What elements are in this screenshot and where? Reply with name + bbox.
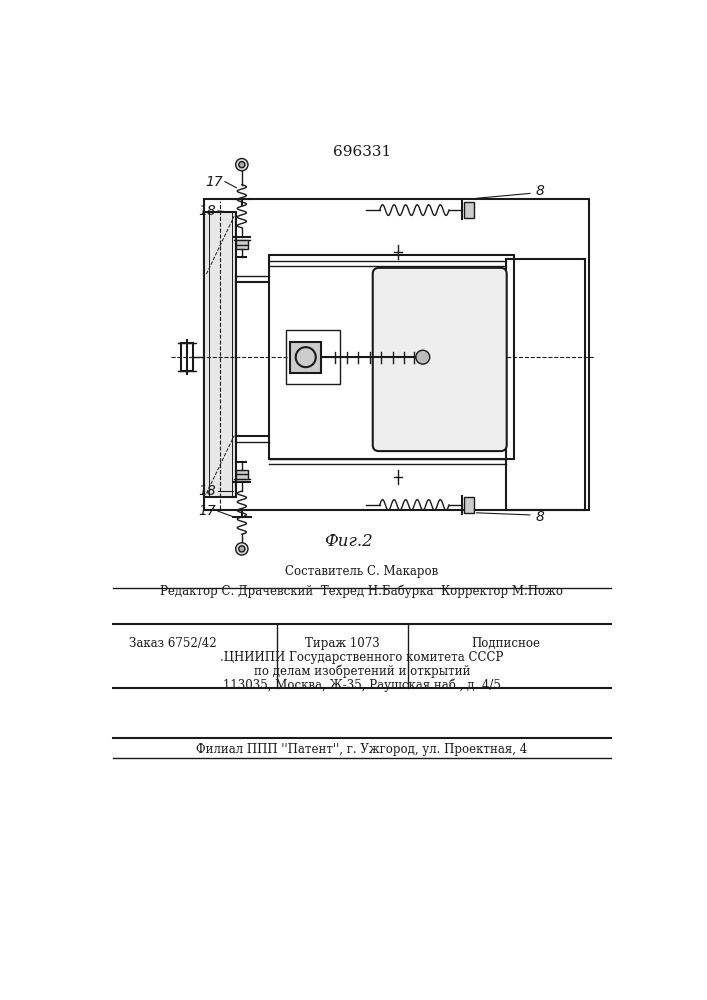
Circle shape [296, 347, 316, 367]
Text: 8: 8 [535, 510, 544, 524]
Text: Редактор С. Драчевский  Техред Н.Бабурка  Корректор М.Пожо: Редактор С. Драчевский Техред Н.Бабурка … [160, 584, 563, 598]
Circle shape [239, 546, 245, 552]
Text: 17: 17 [205, 175, 223, 189]
Bar [204, 199, 589, 510]
Text: Составитель С. Макаров: Составитель С. Макаров [286, 565, 438, 578]
Text: по делам изобретений и открытий: по делам изобретений и открытий [254, 665, 470, 678]
Bar [269, 255, 514, 459]
Text: 17: 17 [198, 504, 216, 518]
Text: 8: 8 [535, 184, 544, 198]
Text: Фиг.2: Фиг.2 [324, 533, 373, 550]
Circle shape [235, 158, 248, 171]
Circle shape [235, 543, 248, 555]
Text: 18: 18 [198, 204, 216, 218]
Bar [291, 342, 321, 373]
Text: 696331: 696331 [333, 145, 391, 159]
Bar [235, 240, 248, 249]
Bar [204, 212, 236, 497]
Circle shape [416, 350, 430, 364]
Text: Подписное: Подписное [472, 637, 540, 650]
Text: Филиал ППП ''Патент'', г. Ужгород, ул. Проектная, 4: Филиал ППП ''Патент'', г. Ужгород, ул. П… [197, 743, 527, 756]
Bar [286, 330, 340, 384]
Text: 18: 18 [198, 484, 216, 498]
Text: Заказ 6752/42: Заказ 6752/42 [129, 637, 216, 650]
Circle shape [239, 162, 245, 168]
Bar [235, 470, 248, 479]
FancyBboxPatch shape [373, 268, 507, 451]
Bar [464, 497, 474, 513]
Text: Тираж 1073: Тираж 1073 [305, 637, 380, 650]
Text: 113035, Москва, Ж-35, Раушская наб., д. 4/5: 113035, Москва, Ж-35, Раушская наб., д. … [223, 678, 501, 692]
Text: .ЦНИИПИ Государственного комитета СССР: .ЦНИИПИ Государственного комитета СССР [221, 651, 503, 664]
Bar [464, 202, 474, 218]
